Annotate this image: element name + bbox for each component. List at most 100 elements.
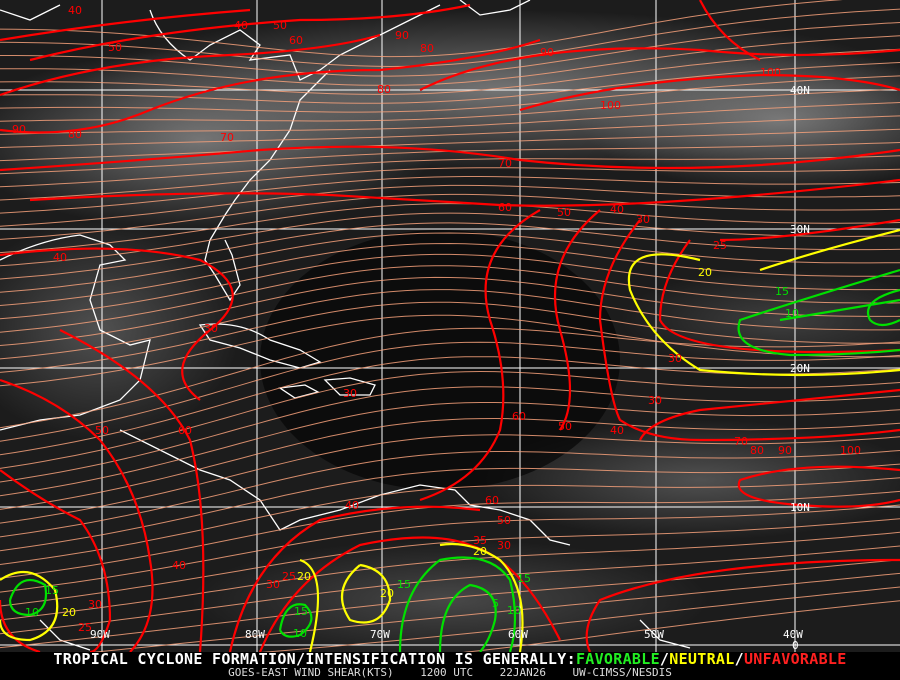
contour-label: 40	[68, 4, 82, 17]
contour-label: 10	[785, 307, 799, 320]
contour-label: 70	[220, 131, 234, 144]
streamline	[0, 402, 900, 497]
longitude-label: 80W	[245, 628, 265, 641]
streamline	[0, 203, 900, 254]
contour-label: 30	[88, 598, 102, 611]
contour-label: 50	[108, 41, 122, 54]
contour-label: 90	[540, 46, 554, 59]
streamline	[0, 88, 900, 122]
streamline	[0, 212, 900, 267]
contour-label: 20	[698, 266, 712, 279]
contour-label: 30	[204, 322, 218, 335]
latitude-label: 10N	[790, 501, 810, 514]
neutral-shear-contour	[340, 563, 392, 624]
streamline	[0, 504, 900, 593]
streamline	[0, 253, 900, 320]
unfavorable-shear-contour	[0, 33, 381, 97]
contour-label: 25	[78, 621, 92, 634]
legend-favorable: FAVORABLE	[575, 650, 660, 668]
contour-label: 20	[62, 606, 76, 619]
streamline	[0, 434, 900, 524]
unfavorable-shear-contour	[0, 8, 251, 42]
unfavorable-shear-contour	[719, 218, 900, 242]
data-source: UW-CIMSS/NESDIS	[572, 666, 672, 679]
streamline	[0, 232, 900, 293]
unfavorable-shear-contour	[59, 329, 205, 652]
streamline	[0, 62, 900, 104]
legend-unfavorable: UNFAVORABLE	[743, 650, 847, 668]
streamline	[0, 450, 900, 538]
streamline	[0, 128, 900, 162]
latitude-label: 40N	[790, 84, 810, 97]
contour-label: 30	[668, 352, 682, 365]
unfavorable-shear-contour	[639, 388, 900, 441]
favorable-shear-contour	[867, 288, 900, 327]
contour-label: 50	[273, 19, 287, 32]
favorable-shear-contour	[8, 578, 48, 617]
unfavorable-shear-contour	[658, 239, 900, 354]
contour-label: 30	[648, 394, 662, 407]
unfavorable-shear-contour	[0, 38, 541, 134]
streamline	[0, 276, 900, 346]
contour-label: 80	[750, 444, 764, 457]
product-name: GOES-EAST WIND SHEAR(KTS)	[228, 666, 394, 679]
contour-label: 40	[610, 424, 624, 437]
legend-separator: /	[734, 650, 744, 668]
streamline	[0, 463, 900, 552]
streamline	[0, 242, 900, 306]
streamline	[0, 115, 900, 148]
contour-label: 90	[12, 123, 26, 136]
unfavorable-shear-contour	[0, 145, 900, 172]
map-caption: TROPICAL CYCLONE FORMATION/INTENSIFICATI…	[0, 652, 900, 680]
streamline	[0, 289, 900, 360]
contour-label: 60	[512, 410, 526, 423]
contour-label: 50	[558, 420, 572, 433]
longitude-label: 90W	[90, 628, 110, 641]
contour-label: 30	[266, 578, 280, 591]
contour-label: 20	[297, 570, 311, 583]
contour-label: 40	[53, 251, 67, 264]
neutral-shear-contour	[0, 570, 59, 642]
unfavorable-shear-contour	[29, 3, 471, 62]
neutral-shear-contour	[299, 558, 320, 652]
favorable-shear-contour	[398, 556, 517, 652]
favorable-shear-contour	[438, 583, 497, 652]
streamline	[0, 176, 900, 214]
contour-label: 15	[45, 584, 59, 597]
unfavorable-shear-contour	[0, 469, 112, 652]
contour-label: 30	[636, 213, 650, 226]
contour-label: 60	[289, 34, 303, 47]
streamline	[0, 102, 900, 135]
streamline	[0, 559, 900, 649]
observation-date: 22JAN26	[499, 666, 547, 679]
neutral-shear-contour	[759, 228, 900, 272]
streamline	[0, 386, 900, 483]
unfavorable-shear-contour	[699, 0, 761, 61]
unfavorable-shear-contour	[585, 558, 900, 652]
contour-label: 10	[507, 604, 521, 617]
streamline	[0, 301, 900, 373]
streamline	[0, 8, 900, 68]
legend-neutral: NEUTRAL	[669, 650, 735, 668]
streamline	[0, 167, 900, 201]
contour-label: 60	[498, 201, 512, 214]
longitude-label: 40W	[783, 628, 803, 641]
contour-label: 5	[492, 597, 499, 610]
contour-label: 40	[345, 499, 359, 512]
unfavorable-shear-contour	[0, 378, 154, 652]
favorable-shear-contour	[779, 298, 900, 322]
unfavorable-shear-contour	[0, 247, 234, 401]
unfavorable-shear-contour	[553, 209, 601, 431]
streamline	[0, 222, 900, 280]
streamline	[0, 155, 900, 188]
longitude-label: 70W	[370, 628, 390, 641]
unfavorable-shear-contour	[29, 178, 900, 207]
contour-label: 100	[760, 66, 781, 79]
unfavorable-shear-contour	[519, 73, 900, 112]
streamline	[0, 531, 900, 621]
contour-label: 50	[497, 514, 511, 527]
streamline	[0, 370, 900, 469]
unfavorable-shear-contour	[598, 219, 900, 442]
